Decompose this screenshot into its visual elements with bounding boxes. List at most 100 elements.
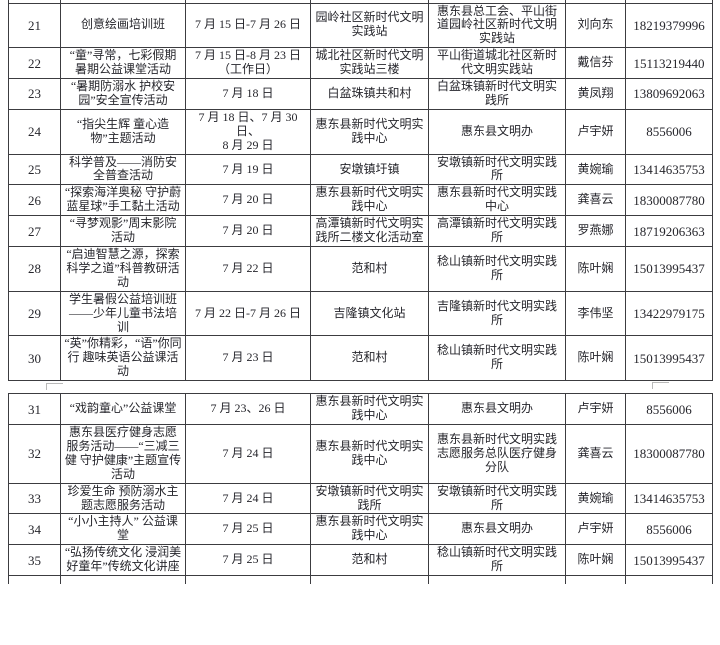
cell-num: 31 (8, 393, 61, 425)
cell-activity: “探索海洋奥秘 守护蔚蓝星球”手工黏土活动 (60, 184, 186, 217)
cell-num: 23 (8, 78, 61, 110)
cell-contact: 刘向东 (565, 2, 626, 49)
cell-date: 7 月 23、26 日 (185, 393, 311, 425)
cell-location: 惠东县新时代文明实践中心 (310, 184, 429, 217)
cell-date: 7 月 18 日、7 月 30 日、 8 月 29 日 (185, 108, 311, 155)
cell-num: 30 (8, 335, 61, 382)
cell-organizer: 稔山镇新时代文明实践所 (428, 335, 566, 382)
cell-date: 7 月 15 日-7 月 26 日 (185, 2, 311, 49)
cell-activity: 学生暑假公益培训班——少年儿童书法培训 (60, 290, 186, 337)
cell-organizer: 惠东县总工会、平山街道园岭社区新时代文明实践站 (428, 2, 566, 49)
cell-contact: 陈叶娴 (565, 246, 626, 292)
cell-organizer: 稔山镇新时代文明实践所 (428, 246, 566, 292)
cell-num: 26 (8, 184, 61, 217)
cell-phone: 18719206363 (625, 215, 713, 247)
cell-activity: “指尖生辉 童心造物”主题活动 (60, 108, 186, 155)
cell-num: 27 (8, 215, 61, 247)
cell-num: 22 (8, 47, 61, 80)
cell-activity: 珍爱生命 预防溺水主题志愿服务活动 (60, 482, 186, 515)
cell-activity: “童”寻常，七彩假期暑期公益课堂活动 (60, 47, 186, 80)
clipped-row-top (8, 0, 713, 4)
cell-num: 32 (8, 423, 61, 484)
cell-phone: 13414635753 (625, 482, 713, 515)
cell-organizer: 吉隆镇新时代文明实践所 (428, 290, 566, 337)
cell-location: 惠东县新时代文明实践中心 (310, 393, 429, 425)
table-row: 34 “小小主持人” 公益课堂 7 月 25 日惠东县新时代文明实践中心 惠东县文明办… (8, 513, 713, 546)
cell-num: 25 (8, 153, 61, 186)
cell-contact: 龚喜云 (565, 423, 626, 484)
cell-date: 7 月 20 日 (185, 184, 311, 217)
table-row: 30 “英”你精彩，“语”你同行 趣味英语公益课活动 7 月 23 日范和村 稔山镇新… (8, 335, 713, 382)
cell-organizer: 惠东县新时代文明实践志愿服务总队医疗健身分队 (428, 423, 566, 484)
cell-activity: 惠东县医疗健身志愿服务活动——“三减三健 守护健康”主题宣传活动 (60, 423, 186, 484)
cell-contact: 陈叶娴 (565, 544, 626, 577)
cell-phone: 13414635753 (625, 153, 713, 186)
cell-contact: 黄凤翔 (565, 78, 626, 110)
cell-activity: 科学普及——消防安全普查活动 (60, 153, 186, 186)
cell-location: 白盆珠镇共和村 (310, 78, 429, 110)
table-row: 21 创意绘画培训班 7 月 15 日-7 月 26 日园岭社区新时代文明实践站 惠东… (8, 2, 713, 49)
table-row: 31 “戏韵童心”公益课堂 7 月 23、26 日惠东县新时代文明实践中心 惠东县文明… (8, 393, 713, 425)
table-row: 23 “暑期防溺水 护校安园”安全宣传活动 7 月 18 日白盆珠镇共和村 白盆珠镇新… (8, 78, 713, 110)
cell-phone: 8556006 (625, 513, 713, 546)
table-row: 22 “童”寻常，七彩假期暑期公益课堂活动 7 月 15 日-8 月 23 日 （工… (8, 47, 713, 80)
cell-contact: 戴信芬 (565, 47, 626, 80)
cell-organizer: 安墩镇新时代文明实践所 (428, 482, 566, 515)
table-row: 28 “启迪智慧之源，探索科学之道”科普教研活动 7 月 22 日范和村 稔山镇新时代… (8, 246, 713, 292)
cell-organizer: 惠东县文明办 (428, 393, 566, 425)
cell-date: 7 月 22 日-7 月 26 日 (185, 290, 311, 337)
cell-location: 安墩镇新时代文明实践所 (310, 482, 429, 515)
cell-contact: 卢宇妍 (565, 513, 626, 546)
cell-organizer: 安墩镇新时代文明实践所 (428, 153, 566, 186)
cell-location: 惠东县新时代文明实践中心 (310, 513, 429, 546)
cell-phone: 15013995437 (625, 335, 713, 382)
table-resize-handle-icon (652, 382, 669, 390)
cell-activity: “弘扬传统文化 浸润美好童年”传统文化讲座 (60, 544, 186, 577)
cell-location: 惠东县新时代文明实践中心 (310, 423, 429, 484)
table-row: 35 “弘扬传统文化 浸润美好童年”传统文化讲座 7 月 25 日范和村 稔山镇新时代… (8, 544, 713, 577)
cell-contact: 龚喜云 (565, 184, 626, 217)
cell-date: 7 月 25 日 (185, 544, 311, 577)
cell-num: 21 (8, 2, 61, 49)
cell-num: 28 (8, 246, 61, 292)
cell-phone: 13422979175 (625, 290, 713, 337)
cell-organizer: 惠东县文明办 (428, 108, 566, 155)
cell-num: 29 (8, 290, 61, 337)
cell-activity: “暑期防溺水 护校安园”安全宣传活动 (60, 78, 186, 110)
cell-organizer: 惠东县文明办 (428, 513, 566, 546)
table-gap (0, 381, 720, 393)
cell-contact: 黄婉瑜 (565, 153, 626, 186)
cell-phone: 15113219440 (625, 47, 713, 80)
table-row: 27 “寻梦观影”周末影院活动 7 月 20 日高潭镇新时代文明实践所二楼文化活动室… (8, 215, 713, 247)
cell-num: 34 (8, 513, 61, 546)
table-row: 33 珍爱生命 预防溺水主题志愿服务活动 7 月 24 日安墩镇新时代文明实践所 安墩… (8, 482, 713, 515)
cell-location: 范和村 (310, 544, 429, 577)
cell-phone: 18300087780 (625, 423, 713, 484)
table-row: 24 “指尖生辉 童心造物”主题活动 7 月 18 日、7 月 30 日、 8 月 … (8, 108, 713, 155)
cell-organizer: 高潭镇新时代文明实践所 (428, 215, 566, 247)
cell-num: 33 (8, 482, 61, 515)
cell-organizer: 白盆珠镇新时代文明实践所 (428, 78, 566, 110)
table-row: 32 惠东县医疗健身志愿服务活动——“三减三健 守护健康”主题宣传活动 7 月 24… (8, 423, 713, 484)
cell-location: 范和村 (310, 246, 429, 292)
cell-organizer: 稔山镇新时代文明实践所 (428, 544, 566, 577)
cell-date: 7 月 23 日 (185, 335, 311, 382)
cell-contact: 卢宇妍 (565, 393, 626, 425)
cell-contact: 卢宇妍 (565, 108, 626, 155)
cell-date: 7 月 20 日 (185, 215, 311, 247)
cell-phone: 18300087780 (625, 184, 713, 217)
cell-contact: 罗燕娜 (565, 215, 626, 247)
cell-date: 7 月 19 日 (185, 153, 311, 186)
cell-location: 安墩镇圩镇 (310, 153, 429, 186)
cell-activity: “英”你精彩，“语”你同行 趣味英语公益课活动 (60, 335, 186, 382)
cell-contact: 黄婉瑜 (565, 482, 626, 515)
cell-phone: 8556006 (625, 393, 713, 425)
cell-location: 惠东县新时代文明实践中心 (310, 108, 429, 155)
cell-date: 7 月 22 日 (185, 246, 311, 292)
cell-location: 高潭镇新时代文明实践所二楼文化活动室 (310, 215, 429, 247)
cell-location: 吉隆镇文化站 (310, 290, 429, 337)
cell-date: 7 月 24 日 (185, 423, 311, 484)
activity-schedule-table-upper: 21 创意绘画培训班 7 月 15 日-7 月 26 日园岭社区新时代文明实践站 惠东… (8, 0, 713, 382)
cell-date: 7 月 25 日 (185, 513, 311, 546)
